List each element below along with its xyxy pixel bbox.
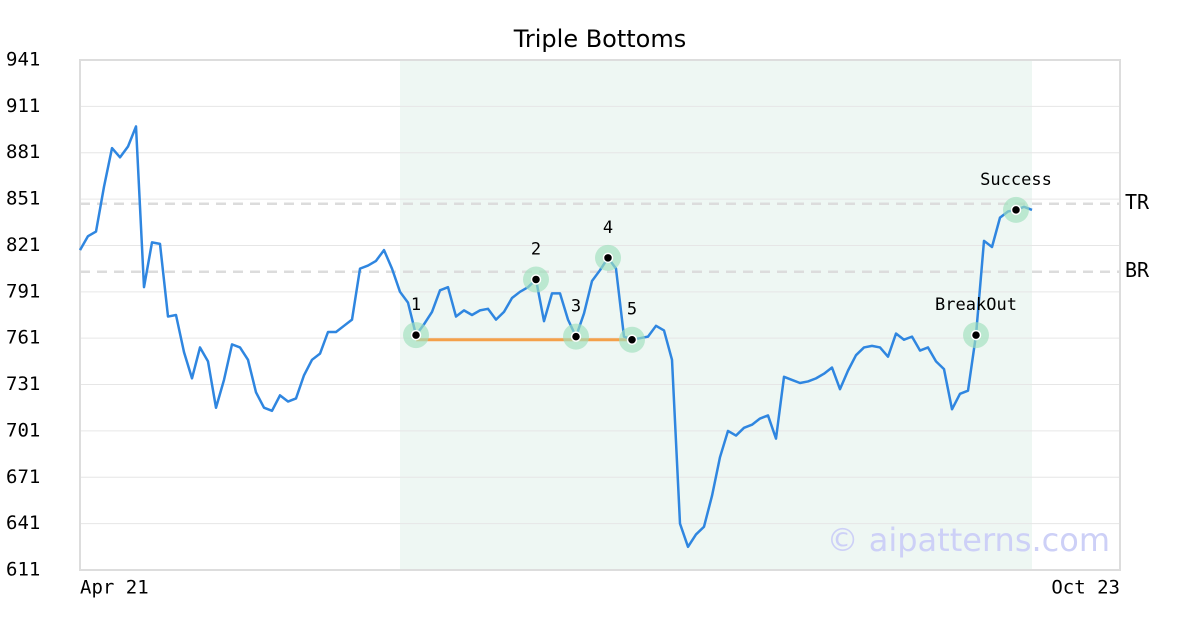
- marker-dot: [1010, 204, 1022, 216]
- marker-label: 2: [531, 239, 541, 259]
- y-tick-label: 881: [6, 141, 40, 163]
- level-label: TR: [1125, 190, 1150, 214]
- y-tick-label: 821: [6, 234, 40, 256]
- marker-label: 4: [603, 218, 613, 238]
- marker-label: 3: [571, 297, 581, 317]
- y-tick-label: 701: [6, 419, 40, 441]
- pattern-region: [400, 60, 1032, 570]
- marker-dot: [626, 334, 638, 345]
- y-tick-label: 731: [6, 373, 40, 395]
- plot-frame: [79, 59, 1121, 571]
- y-tick-label: 761: [6, 327, 40, 349]
- marker-dot: [970, 329, 982, 341]
- y-tick-label: 911: [6, 95, 40, 117]
- marker-label: BreakOut: [935, 295, 1017, 315]
- marker-dot: [570, 331, 582, 342]
- y-tick-label: 851: [6, 188, 40, 210]
- marker-dot: [602, 252, 614, 264]
- marker-label: Success: [980, 170, 1052, 190]
- marker-dot: [410, 329, 422, 341]
- price-line: [78, 125, 1033, 549]
- y-tick-label: 611: [6, 559, 40, 581]
- chart-title: Triple Bottoms: [513, 25, 687, 53]
- y-tick-label: 641: [6, 512, 40, 534]
- y-tick-label: 671: [6, 466, 40, 488]
- marker-dot: [530, 274, 542, 285]
- y-tick-label: 941: [6, 49, 40, 71]
- watermark: © aipatterns.com: [827, 521, 1110, 559]
- marker-label: 5: [627, 300, 637, 320]
- level-label: BR: [1125, 258, 1150, 282]
- y-tick-label: 791: [6, 280, 40, 302]
- x-tick-label: Oct 23: [1051, 577, 1120, 599]
- marker-label: 1: [411, 295, 421, 315]
- x-tick-label: Apr 21: [80, 577, 149, 599]
